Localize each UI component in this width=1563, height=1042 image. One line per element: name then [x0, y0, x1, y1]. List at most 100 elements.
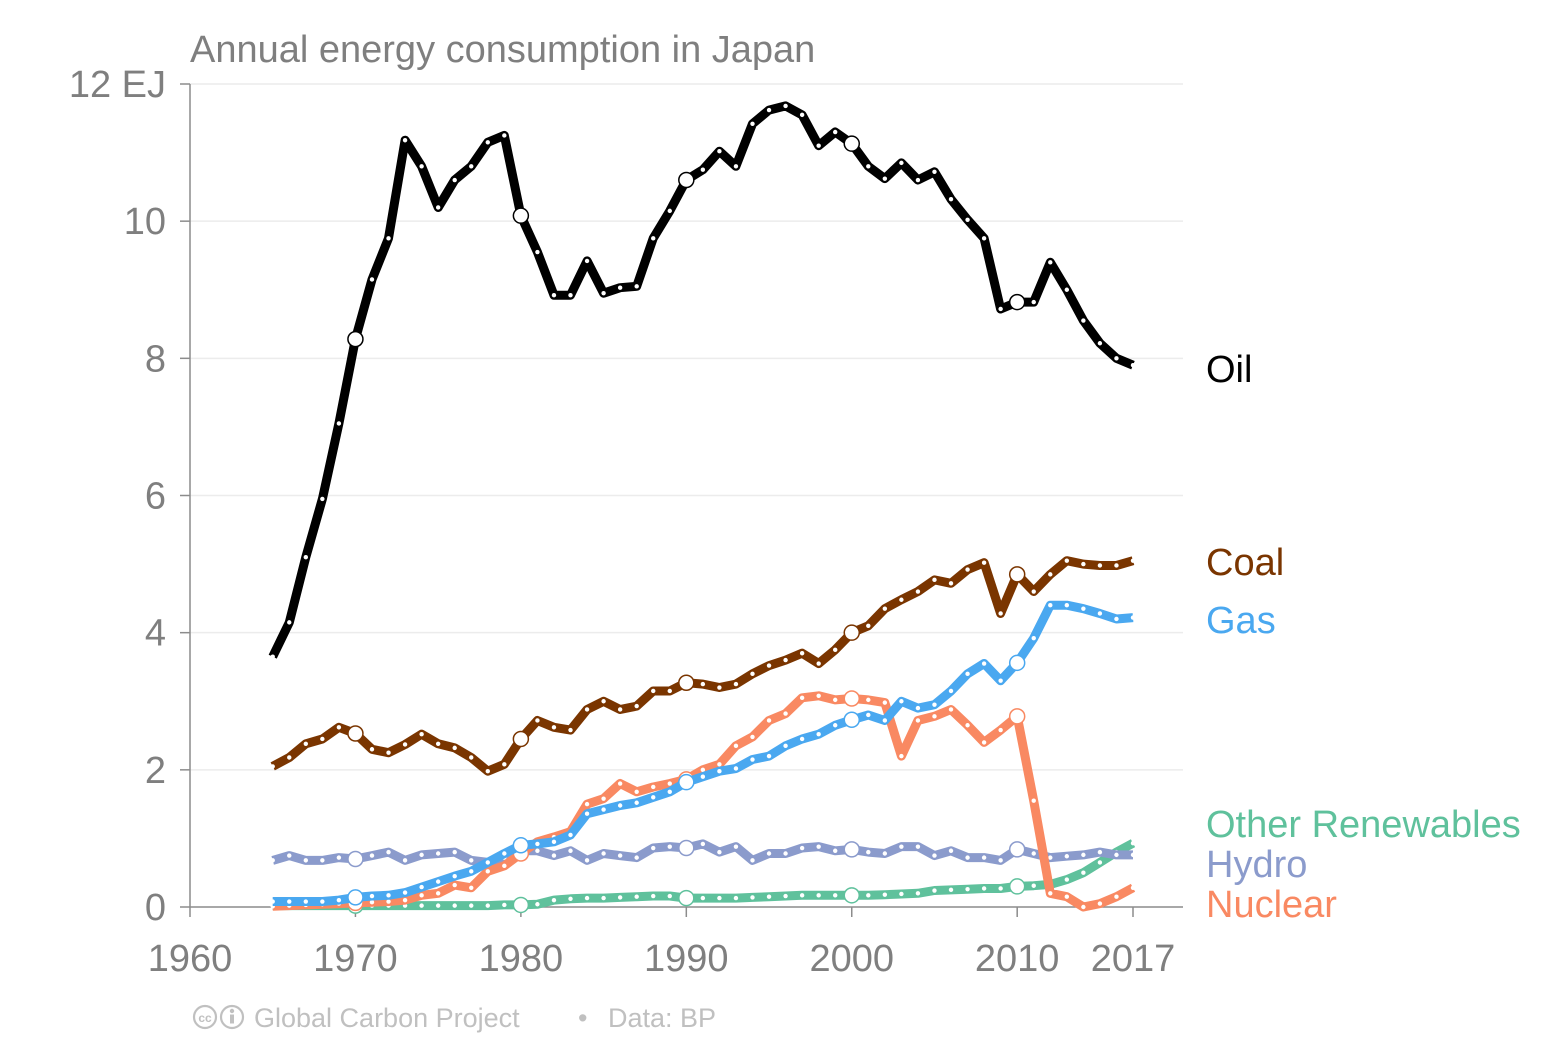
point-coal-2011	[1031, 589, 1036, 594]
point-gas-1982	[551, 839, 557, 845]
point-coal-2000	[843, 624, 861, 641]
point-other-renewables-2006	[948, 887, 954, 893]
point-other-renewables-1986	[617, 895, 623, 900]
point-oil-1973	[402, 138, 408, 143]
point-coal-1999	[833, 647, 838, 653]
point-coal-1974	[419, 731, 424, 737]
point-coal-1987	[634, 703, 639, 709]
x-tick-label-1970: 1970	[313, 938, 398, 980]
point-coal-2017	[1130, 558, 1136, 563]
y-tick-label-8: 8	[145, 338, 166, 380]
point-oil-2015	[1097, 341, 1103, 346]
point-hydro-1984	[584, 858, 590, 863]
point-gas-1971	[369, 893, 375, 899]
point-hydro-2012	[1048, 855, 1053, 860]
point-other-renewables-2002	[882, 892, 888, 897]
point-coal-1970	[347, 725, 364, 742]
cc-icon: cc	[192, 1004, 218, 1030]
point-other-renewables-1977	[469, 903, 474, 908]
point-coal-2006	[948, 581, 954, 586]
point-hydro-1983	[568, 848, 573, 853]
point-hydro-2000	[843, 841, 861, 858]
point-other-renewables-1978	[485, 903, 490, 908]
point-hydro-2011	[1031, 851, 1036, 856]
point-nuclear-2016	[1114, 894, 1119, 899]
point-oil-1996	[783, 103, 788, 109]
point-other-renewables-1999	[833, 893, 838, 898]
y-tick-label-10: 10	[124, 201, 166, 243]
point-other-renewables-1997	[799, 893, 805, 898]
point-hydro-1972	[386, 849, 391, 855]
point-hydro-1975	[435, 851, 441, 856]
point-oil-1981	[535, 249, 540, 255]
y-tick-label-0: 0	[145, 887, 166, 929]
point-coal-1968	[320, 736, 325, 742]
point-oil-1985	[601, 290, 606, 296]
point-other-renewables-1974	[419, 903, 424, 908]
point-coal-2004	[915, 589, 921, 594]
point-gas-1994	[750, 757, 755, 762]
point-nuclear-2008	[981, 740, 987, 745]
point-coal-1989	[667, 688, 672, 694]
point-other-renewables-2014	[1081, 870, 1086, 875]
point-gas-2014	[1081, 606, 1086, 611]
point-coal-1998	[816, 661, 821, 666]
point-hydro-1985	[601, 851, 606, 856]
point-oil-1984	[584, 258, 590, 264]
x-tick-label-1990: 1990	[644, 938, 729, 980]
point-gas-1965	[270, 899, 275, 904]
point-gas-1977	[469, 869, 474, 874]
point-gas-1968	[320, 899, 325, 904]
point-gas-2008	[981, 661, 987, 666]
point-nuclear-2017	[1130, 885, 1136, 890]
point-oil-1982	[551, 293, 557, 298]
point-gas-2002	[882, 718, 888, 723]
point-hydro-2017	[1130, 852, 1136, 858]
point-nuclear-1998	[816, 693, 821, 698]
point-hydro-1993	[733, 844, 739, 849]
series-line-oil	[268, 101, 1135, 659]
point-oil-1970	[347, 330, 364, 348]
point-coal-2001	[866, 623, 871, 629]
point-gas-1989	[667, 789, 672, 794]
point-nuclear-1971	[369, 899, 375, 905]
point-oil-1976	[452, 177, 457, 183]
point-nuclear-1986	[617, 781, 623, 786]
point-coal-2010	[1008, 566, 1026, 583]
point-coal-1981	[535, 718, 540, 723]
series-line-coal	[270, 556, 1135, 776]
y-tick-label-6: 6	[145, 476, 166, 518]
point-other-renewables-1980	[512, 896, 530, 914]
x-tick-label-1980: 1980	[479, 938, 564, 980]
point-hydro-1965	[270, 858, 275, 863]
point-nuclear-2009	[998, 727, 1003, 733]
point-oil-1967	[303, 555, 309, 560]
point-hydro-2008	[981, 855, 987, 860]
point-oil-1978	[485, 140, 490, 145]
point-gas-1981	[535, 841, 540, 847]
series-line-nuclear	[272, 691, 1136, 912]
point-hydro-2014	[1081, 852, 1086, 858]
point-nuclear-1979	[502, 863, 507, 869]
point-gas-2000	[843, 711, 861, 729]
point-other-renewables-1979	[502, 902, 507, 908]
point-coal-2016	[1114, 563, 1119, 568]
point-coal-2005	[932, 577, 937, 583]
point-oil-1974	[419, 164, 424, 169]
point-gas-1996	[783, 743, 788, 749]
point-hydro-1968	[320, 858, 325, 863]
point-hydro-2007	[965, 855, 970, 860]
point-gas-1967	[303, 899, 309, 904]
series-label-other-renewables: Other Renewables	[1206, 804, 1521, 846]
point-oil-1977	[469, 164, 474, 169]
point-other-renewables-1988	[651, 893, 656, 899]
point-coal-2002	[882, 606, 888, 611]
point-oil-2005	[932, 169, 937, 174]
point-coal-1983	[568, 727, 573, 733]
point-hydro-1996	[783, 851, 788, 856]
point-hydro-2016	[1114, 852, 1119, 858]
point-oil-1968	[320, 496, 325, 502]
point-coal-1979	[502, 762, 507, 767]
series-label-hydro: Hydro	[1206, 844, 1307, 886]
point-coal-1977	[469, 755, 474, 760]
